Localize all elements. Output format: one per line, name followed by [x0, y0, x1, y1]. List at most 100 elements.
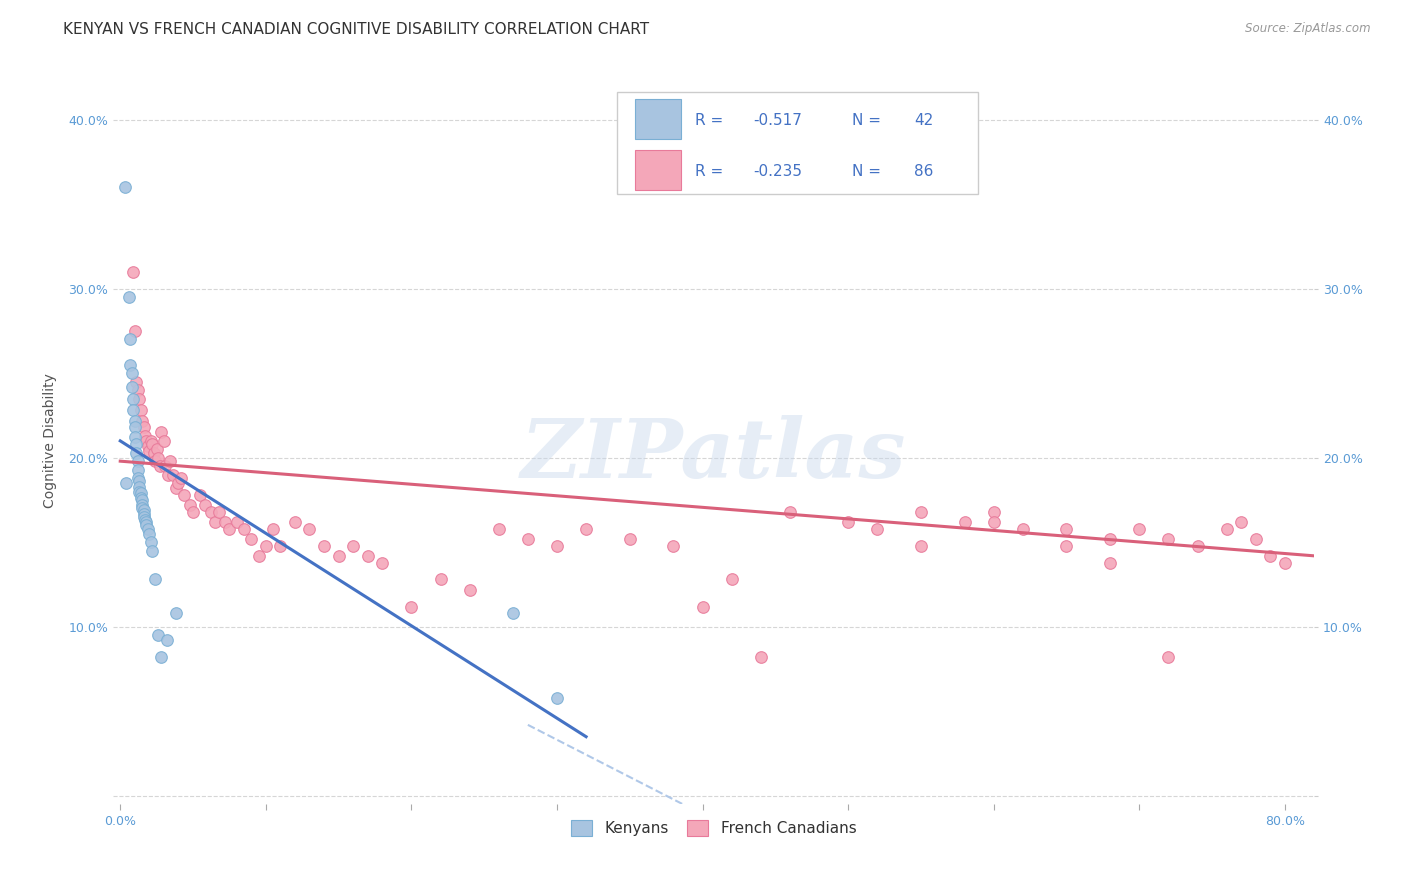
Point	[150, 425, 173, 440]
Point	[546, 690, 568, 705]
Point	[135, 518, 157, 533]
Point	[720, 573, 742, 587]
Point	[179, 498, 201, 512]
Point	[284, 515, 307, 529]
Text: -0.517: -0.517	[754, 113, 801, 128]
Point	[153, 434, 176, 448]
Point	[146, 628, 169, 642]
Legend: Kenyans, French Canadians: Kenyans, French Canadians	[562, 813, 863, 844]
Point	[128, 475, 150, 489]
Point	[662, 539, 685, 553]
Point	[1215, 522, 1237, 536]
Point	[458, 582, 481, 597]
Point	[124, 420, 146, 434]
Point	[122, 265, 145, 279]
Point	[247, 549, 270, 563]
Point	[692, 599, 714, 614]
Point	[129, 491, 152, 506]
Point	[749, 650, 772, 665]
Text: ZIPatlas: ZIPatlas	[520, 416, 907, 495]
Point	[1258, 549, 1281, 563]
Point	[1056, 539, 1078, 553]
Point	[953, 515, 976, 529]
Point	[1056, 522, 1078, 536]
Point	[124, 324, 146, 338]
Point	[131, 493, 153, 508]
FancyBboxPatch shape	[617, 92, 977, 194]
Point	[910, 539, 932, 553]
Point	[401, 599, 423, 614]
Text: 86: 86	[914, 164, 934, 179]
Point	[135, 515, 157, 529]
Point	[429, 573, 451, 587]
Point	[779, 505, 801, 519]
Point	[1011, 522, 1033, 536]
Point	[162, 467, 184, 482]
Point	[194, 498, 217, 512]
Point	[173, 488, 195, 502]
Point	[122, 403, 145, 417]
Point	[357, 549, 380, 563]
Point	[150, 650, 173, 665]
Text: R =: R =	[696, 113, 728, 128]
Point	[218, 522, 240, 536]
Point	[122, 392, 145, 406]
Point	[298, 522, 321, 536]
Text: 42: 42	[914, 113, 934, 128]
Point	[129, 486, 152, 500]
Bar	[636, 150, 681, 189]
Point	[1187, 539, 1209, 553]
Point	[1157, 650, 1180, 665]
Point	[866, 522, 889, 536]
Point	[127, 462, 149, 476]
Point	[1099, 556, 1122, 570]
Point	[225, 515, 247, 529]
Point	[127, 471, 149, 485]
Point	[575, 522, 598, 536]
Point	[312, 539, 335, 553]
Point	[120, 358, 142, 372]
Point	[132, 510, 155, 524]
Point	[910, 505, 932, 519]
Point	[143, 454, 166, 468]
Point	[131, 414, 153, 428]
Point	[132, 503, 155, 517]
Point	[120, 333, 142, 347]
Point	[170, 471, 193, 485]
Point	[165, 481, 187, 495]
Point	[1274, 556, 1296, 570]
Point	[145, 442, 167, 457]
Point	[1244, 532, 1267, 546]
Point	[488, 522, 510, 536]
Text: N =: N =	[852, 113, 886, 128]
Point	[125, 446, 148, 460]
Point	[141, 543, 163, 558]
Point	[136, 439, 159, 453]
Point	[837, 515, 859, 529]
Point	[546, 539, 568, 553]
Text: KENYAN VS FRENCH CANADIAN COGNITIVE DISABILITY CORRELATION CHART: KENYAN VS FRENCH CANADIAN COGNITIVE DISA…	[63, 22, 650, 37]
Bar	[636, 99, 681, 138]
Text: N =: N =	[852, 164, 886, 179]
Point	[125, 375, 148, 389]
Point	[127, 454, 149, 468]
Point	[128, 392, 150, 406]
Point	[131, 498, 153, 512]
Point	[138, 444, 160, 458]
Point	[128, 479, 150, 493]
Point	[136, 522, 159, 536]
Point	[262, 522, 284, 536]
Point	[328, 549, 350, 563]
Point	[1099, 532, 1122, 546]
Text: -0.235: -0.235	[754, 164, 801, 179]
Point	[118, 290, 141, 304]
Point	[128, 484, 150, 499]
Point	[157, 467, 180, 482]
Point	[127, 383, 149, 397]
Point	[159, 454, 181, 468]
Point	[983, 505, 1005, 519]
Point	[143, 573, 166, 587]
Point	[142, 446, 165, 460]
Point	[1230, 515, 1253, 529]
Point	[124, 430, 146, 444]
